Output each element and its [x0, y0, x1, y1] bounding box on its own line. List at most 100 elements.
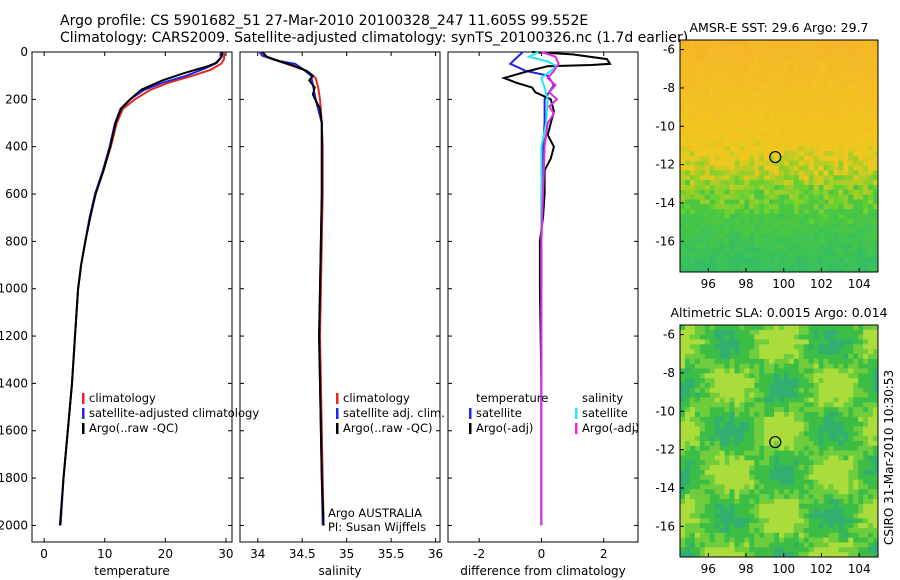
sla-cell [769, 450, 775, 456]
sla-cell [689, 387, 696, 393]
sst-cell [739, 175, 745, 181]
sla-cell [774, 470, 780, 476]
sla-cell [833, 445, 839, 451]
sla-cell [774, 474, 780, 480]
sla-cell [798, 334, 805, 340]
sst-cell [818, 209, 824, 215]
sst-cell [853, 252, 859, 258]
sla-cell [788, 358, 795, 364]
sla-cell [788, 542, 795, 548]
sla-cell [769, 378, 775, 384]
sst-cell [699, 49, 706, 55]
sla-cell [754, 368, 760, 374]
sst-cell [788, 209, 795, 215]
sst-cell [848, 146, 854, 152]
sla-cell [680, 436, 686, 442]
sla-cell [744, 426, 750, 432]
sla-cell [754, 334, 760, 340]
sla-cell [873, 354, 879, 360]
sla-cell [729, 349, 735, 355]
sla-cell [868, 494, 874, 500]
sst-cell [848, 73, 854, 79]
sla-cell [873, 325, 879, 331]
sst-cell [749, 78, 755, 84]
sla-cell [863, 455, 869, 461]
sst-cell [848, 131, 854, 137]
sst-cell [744, 218, 750, 224]
sst-cell [749, 122, 755, 128]
sst-cell [788, 112, 795, 118]
sla-cell [838, 532, 844, 538]
sst-cell [739, 257, 745, 263]
sst-cell [704, 141, 710, 147]
sla-cell [680, 489, 686, 495]
sla-cell [793, 383, 800, 389]
sst-cell [729, 98, 735, 104]
sst-cell [873, 223, 879, 229]
sst-cell [704, 252, 710, 258]
sla-cell [779, 329, 785, 335]
sst-cell [734, 194, 740, 200]
map-y-tick-label: -10 [655, 404, 675, 418]
sst-cell [783, 194, 790, 200]
sla-cell [749, 484, 755, 490]
sst-cell [833, 93, 839, 99]
sla-cell [868, 397, 874, 403]
sla-cell [680, 465, 686, 471]
sla-cell [719, 513, 725, 519]
sst-cell [749, 214, 755, 220]
sla-cell [729, 523, 735, 529]
sst-cell [764, 78, 770, 84]
x-tick-label: 2 [600, 547, 608, 561]
sla-cell [704, 368, 710, 374]
sla-cell [793, 358, 800, 364]
sla-cell [749, 450, 755, 456]
sst-cell [798, 247, 805, 253]
sst-cell [783, 267, 790, 273]
sla-cell [823, 441, 829, 447]
sst-cell [744, 233, 750, 239]
sla-cell [724, 489, 730, 495]
sst-cell [739, 247, 745, 253]
sst-cell [680, 107, 686, 113]
sst-cell [724, 102, 730, 108]
sla-cell [833, 334, 839, 340]
sla-cell [714, 503, 720, 509]
sla-cell [734, 368, 740, 374]
sst-cell [769, 64, 775, 70]
sla-cell [803, 392, 809, 398]
sst-cell [729, 107, 735, 113]
sst-cell [843, 98, 849, 104]
sst-cell [823, 141, 829, 147]
sst-cell [704, 204, 710, 210]
sst-cell [823, 107, 829, 113]
sla-cell [689, 513, 696, 519]
sst-cell [739, 107, 745, 113]
sla-cell [818, 445, 824, 451]
sla-cell [783, 523, 790, 529]
sla-cell [833, 499, 839, 505]
sst-cell [818, 218, 824, 224]
sla-cell [873, 450, 879, 456]
sst-cell [774, 49, 780, 55]
sla-cell [739, 431, 745, 437]
sla-cell [779, 499, 785, 505]
sst-cell [684, 170, 691, 176]
sst-cell [684, 257, 691, 263]
sst-cell [680, 59, 686, 65]
sla-cell [798, 329, 805, 335]
sla-cell [749, 455, 755, 461]
sst-cell [719, 199, 725, 205]
sla-cell [793, 523, 800, 529]
sst-cell [863, 189, 869, 195]
sla-cell [724, 402, 730, 408]
sla-cell [764, 547, 770, 553]
sla-cell [828, 489, 834, 495]
sst-cell [853, 175, 859, 181]
sla-cell [803, 523, 809, 529]
sla-cell [754, 373, 760, 379]
sla-cell [853, 344, 859, 350]
sla-cell [769, 474, 775, 480]
sst-cell [764, 257, 770, 263]
sla-cell [699, 503, 706, 509]
